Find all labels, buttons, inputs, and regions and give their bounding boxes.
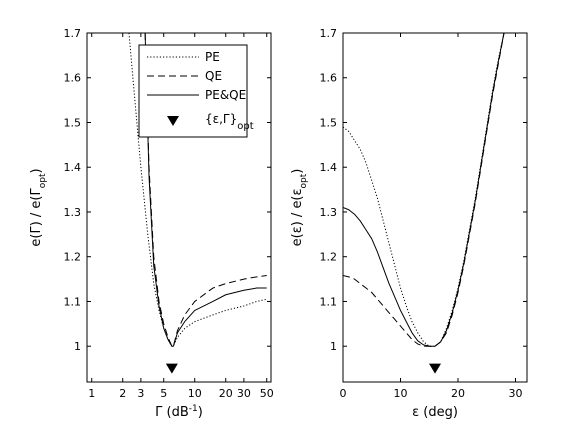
optimum-marker <box>165 363 178 374</box>
x-tick-label: 30 <box>237 387 251 400</box>
series-line-peqe <box>343 33 505 347</box>
legend-label: PE <box>205 50 220 64</box>
x-tick-label: 3 <box>137 387 144 400</box>
chart-gamma: 1 2 3 5 10 20 30 50 1 1.1 1.2 1.3 1.4 1.5 1.6 1.7 Γ (dB-… <box>29 27 274 420</box>
y-tick-label: 1 <box>74 340 81 353</box>
x-tick-label: 2 <box>119 387 126 400</box>
y-tick-label: 1.3 <box>320 206 338 219</box>
y-tick-label: 1.4 <box>64 161 82 174</box>
legend-label: {ε,Γ}opt <box>205 112 254 132</box>
series-line-peqe <box>144 33 267 347</box>
x-tick-label: 20 <box>219 387 233 400</box>
legend-marker-swatch <box>167 116 179 126</box>
x-tick-label: 20 <box>451 387 465 400</box>
legend-box <box>138 44 248 138</box>
x-tick-label: 10 <box>394 387 408 400</box>
optimum-marker <box>429 363 441 374</box>
y-tick-label: 1.2 <box>320 251 338 264</box>
y-tick-label: 1.4 <box>320 161 338 174</box>
series-line-pe <box>343 33 505 347</box>
y-tick-label: 1.1 <box>320 295 338 308</box>
y-axis-label: e(ε) / e(εopt) <box>290 169 309 247</box>
x-axis-label: ε (deg) <box>412 405 458 420</box>
y-tick-label: 1.1 <box>64 295 82 308</box>
y-tick-label: 1.6 <box>320 72 338 85</box>
y-tick-label: 1 <box>330 340 337 353</box>
y-tick-label: 1.7 <box>320 27 338 40</box>
y-tick-label: 1.2 <box>64 251 82 264</box>
y-tick-label: 1.5 <box>320 116 338 129</box>
legend: PE QE PE&QE {ε,Γ}opt <box>138 44 254 138</box>
x-tick-label: 30 <box>509 387 523 400</box>
x-tick-label: 10 <box>188 387 202 400</box>
legend-label: PE&QE <box>205 88 246 102</box>
series-line-pe <box>128 33 267 347</box>
x-tick-label: 0 <box>340 387 347 400</box>
x-tick-label: 50 <box>260 387 274 400</box>
series-line-qe <box>343 33 505 347</box>
y-tick-label: 1.6 <box>64 72 82 85</box>
y-axis-label: e(Γ) / e(Γopt) <box>29 168 48 246</box>
y-tick-label: 1.5 <box>64 116 82 129</box>
legend-label: QE <box>205 69 222 83</box>
plot-area-frame <box>86 32 272 383</box>
x-tick-label: 5 <box>160 387 167 400</box>
chart-epsilon: 0 10 20 30 1 1.1 1.2 1.3 1.4 1.5 1.6 1.7 ε (deg) e(ε)… <box>290 27 528 420</box>
x-axis-label: Γ (dB-1) <box>155 404 203 420</box>
y-tick-label: 1.3 <box>64 206 82 219</box>
y-tick-label: 1.7 <box>64 27 82 40</box>
plot-area-frame <box>342 32 528 383</box>
x-tick-label: 1 <box>88 387 95 400</box>
